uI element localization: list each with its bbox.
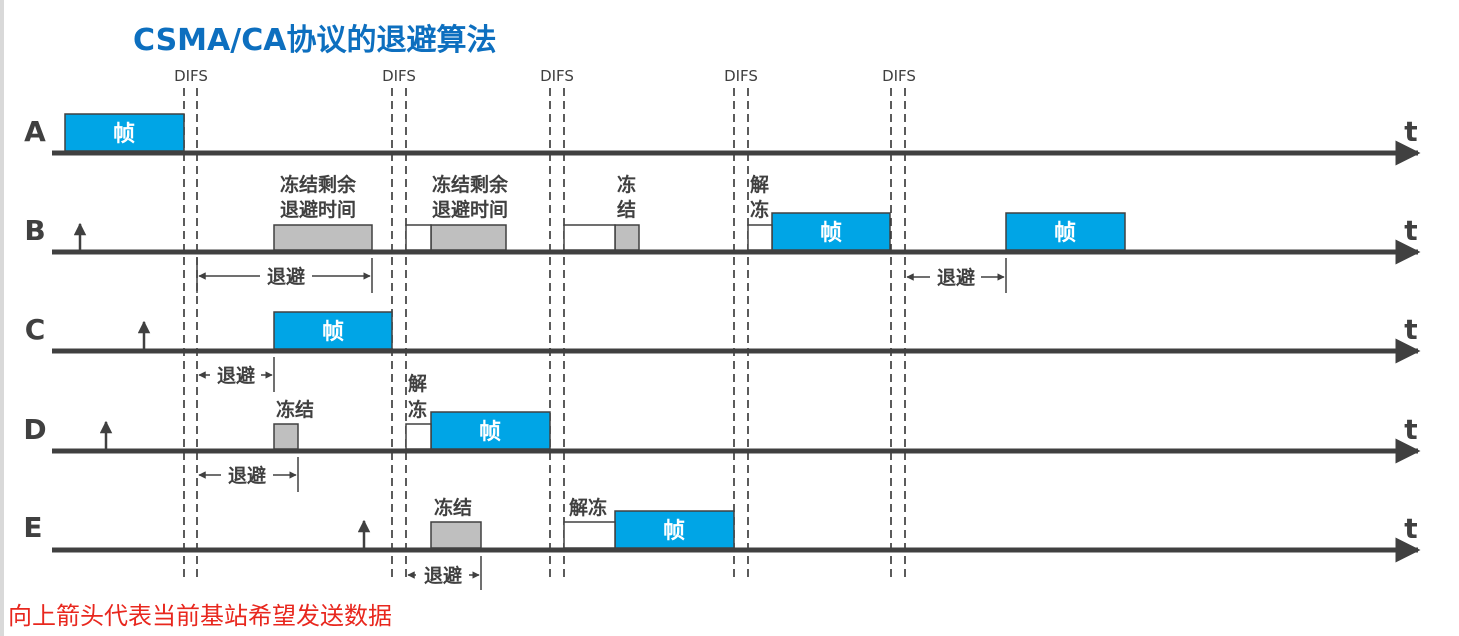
- unfreeze-label-line1: 解: [408, 372, 427, 395]
- difs-label: DIFS: [174, 67, 208, 85]
- frame-label: 帧: [322, 320, 344, 345]
- freeze-label-line2: 结: [617, 198, 636, 221]
- unfreeze-label: 解冻: [569, 496, 607, 519]
- backoff-label: 退避: [424, 564, 462, 587]
- difs-label: DIFS: [540, 67, 574, 85]
- page-title: CSMA/CA协议的退避算法: [133, 23, 496, 58]
- backoff-label: 退避: [228, 464, 266, 487]
- frame-block-b1: [771, 212, 891, 251]
- frame-label: 帧: [663, 519, 685, 544]
- resume-block-d: [405, 423, 432, 450]
- difs-label: DIFS: [882, 67, 916, 85]
- backoff-label: 退避: [937, 266, 975, 289]
- resume-block-b2: [563, 224, 616, 251]
- legend-note: 向上箭头代表当前基站希望发送数据: [8, 602, 392, 630]
- freeze-block-b2: [430, 224, 507, 251]
- time-label: t: [1404, 512, 1417, 545]
- time-label: t: [1404, 413, 1417, 446]
- frame-block-a: [64, 113, 185, 152]
- backoff-label: 退避: [267, 265, 305, 288]
- unfreeze-label-line2: 冻: [750, 198, 769, 221]
- freeze-remaining-label-line2: 退避时间: [280, 198, 356, 221]
- frame-label: 帧: [1054, 221, 1076, 246]
- station-label-b: B: [24, 214, 45, 247]
- time-label: t: [1404, 115, 1417, 148]
- freeze-remaining-label-line2: 退避时间: [432, 198, 508, 221]
- resume-block-b1: [405, 224, 432, 251]
- resume-block-b3: [747, 224, 773, 251]
- backoff-label: 退避: [217, 364, 255, 387]
- frame-label: 帧: [820, 221, 842, 246]
- frame-block-b2: [1005, 212, 1126, 251]
- freeze-label-line1: 冻: [617, 173, 636, 196]
- frame-block-e: [614, 510, 735, 549]
- frame-label: 帧: [479, 420, 501, 445]
- unfreeze-label-line1: 解: [750, 173, 769, 196]
- freeze-remaining-label-line1: 冻结剩余: [432, 173, 509, 196]
- station-label-e: E: [23, 511, 42, 544]
- left-edge-bar: [0, 0, 4, 636]
- time-label: t: [1404, 313, 1417, 346]
- freeze-remaining-label-line1: 冻结剩余: [280, 173, 357, 196]
- freeze-label: 冻结: [434, 496, 472, 519]
- freeze-label: 冻结: [276, 398, 314, 421]
- freeze-block-b3: [614, 224, 640, 251]
- frame-label: 帧: [113, 122, 135, 147]
- time-label: t: [1404, 214, 1417, 247]
- resume-block-e: [563, 521, 616, 549]
- freeze-block-d: [273, 423, 299, 450]
- station-label-d: D: [23, 413, 46, 446]
- difs-label: DIFS: [382, 67, 416, 85]
- frame-block-c: [273, 311, 393, 350]
- difs-label: DIFS: [724, 67, 758, 85]
- frame-block-d: [430, 411, 551, 450]
- station-label-c: C: [25, 313, 46, 346]
- station-label-a: A: [24, 115, 46, 148]
- freeze-block-e: [430, 521, 482, 549]
- unfreeze-label-line2: 冻: [408, 398, 427, 421]
- freeze-block-b1: [273, 224, 373, 251]
